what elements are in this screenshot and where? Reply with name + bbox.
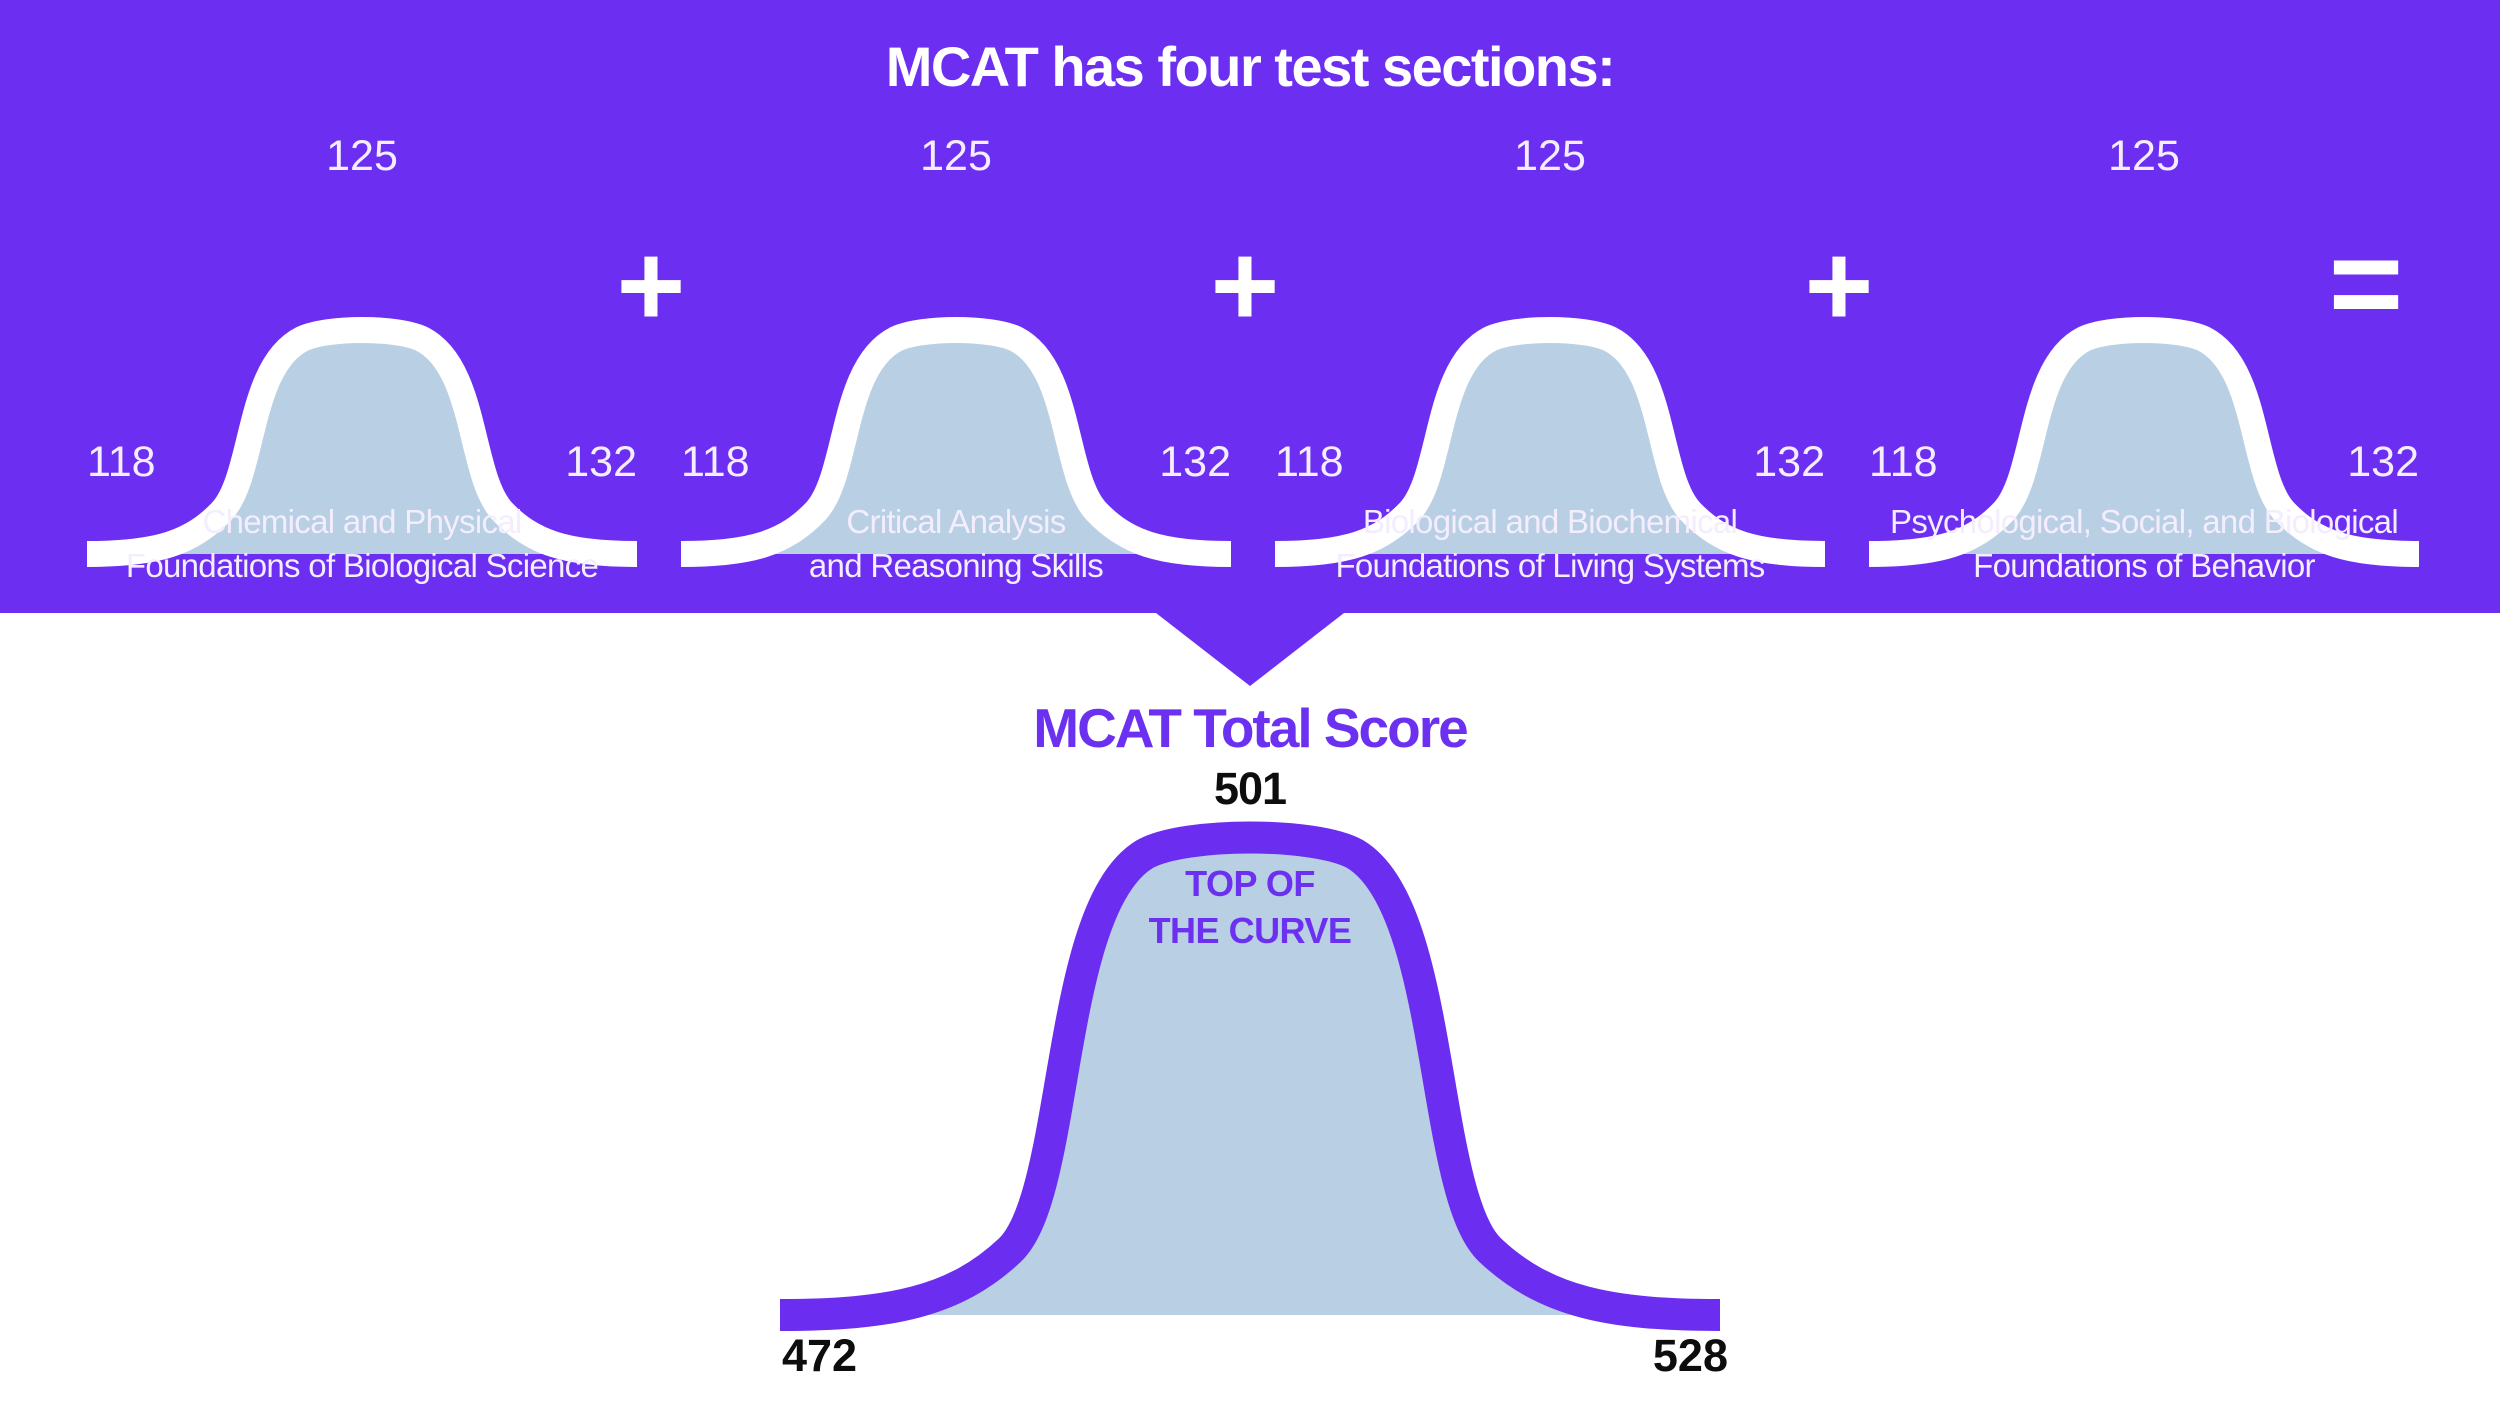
peak-score-label: 125 (920, 132, 992, 180)
bell-curve-stroke (1868, 317, 2420, 567)
section-name: Chemical and Physical Foundations of Bio… (125, 503, 599, 584)
total-score-heading: MCAT Total Score (1033, 697, 1469, 759)
peak-score-label: 125 (1514, 132, 1586, 180)
range-max-label: 132 (2347, 438, 2419, 486)
bell-curve-fill (87, 330, 637, 554)
bell-curve (1868, 317, 2420, 567)
range-min-label: 118 (87, 438, 156, 486)
total-bell-curve-fill (780, 837, 1720, 1315)
down-arrow-icon (1156, 613, 1344, 686)
score-range: 118 132 (87, 438, 637, 487)
range-max-label: 132 (1753, 438, 1825, 486)
page-title: MCAT has four test sections: (885, 35, 1616, 98)
section-name: Psychological, Social, and Biological Fo… (1890, 503, 2399, 584)
total-peak-score: 501 (1213, 763, 1287, 814)
total-range-min: 472 (782, 1330, 858, 1381)
total-bell-curve (779, 821, 1721, 1331)
range-min-label: 118 (1869, 438, 1938, 486)
range-max-label: 132 (565, 438, 637, 486)
bell-curve-fill (1869, 330, 2419, 554)
bell-curve-fill (1275, 330, 1825, 554)
bell-curve-stroke (1274, 317, 1826, 567)
range-max-label: 132 (1159, 438, 1231, 486)
top-of-curve-annotation: TOP OF THE CURVE (1148, 863, 1352, 951)
section-name: Biological and Biochemical Foundations o… (1335, 503, 1765, 584)
score-range: 118 132 (681, 438, 1231, 487)
section-curve-bio-biochem: 125 118 132 Biological and Biochemical F… (1274, 130, 1826, 600)
score-range: 118 132 (1275, 438, 1825, 487)
bell-curve (1274, 317, 1826, 567)
peak-score-label: 125 (326, 132, 398, 180)
bell-curve (680, 317, 1232, 567)
bell-curve-stroke (680, 317, 1232, 567)
section-curve-cars: 125 118 132 Critical Analysis and Reason… (680, 130, 1232, 600)
section-name: Critical Analysis and Reasoning Skills (808, 503, 1104, 584)
bell-curve (86, 317, 638, 567)
section-curve-chem-phys: 125 118 132 Chemical and Physical Founda… (86, 130, 638, 600)
range-min-label: 118 (681, 438, 750, 486)
total-range-max: 528 (1652, 1330, 1728, 1381)
total-score-range: 472 528 (770, 1330, 1730, 1382)
header-band: MCAT has four test sections: 125 118 132… (0, 0, 2500, 613)
range-min-label: 118 (1275, 438, 1344, 486)
bell-curve-stroke (86, 317, 638, 567)
section-curve-psych-soc: 125 118 132 Psychological, Social, and B… (1868, 130, 2420, 600)
total-bell-curve-stroke (779, 821, 1721, 1331)
peak-score-label: 125 (2108, 132, 2180, 180)
score-range: 118 132 (1869, 438, 2419, 487)
bell-curve-fill (681, 330, 1231, 554)
